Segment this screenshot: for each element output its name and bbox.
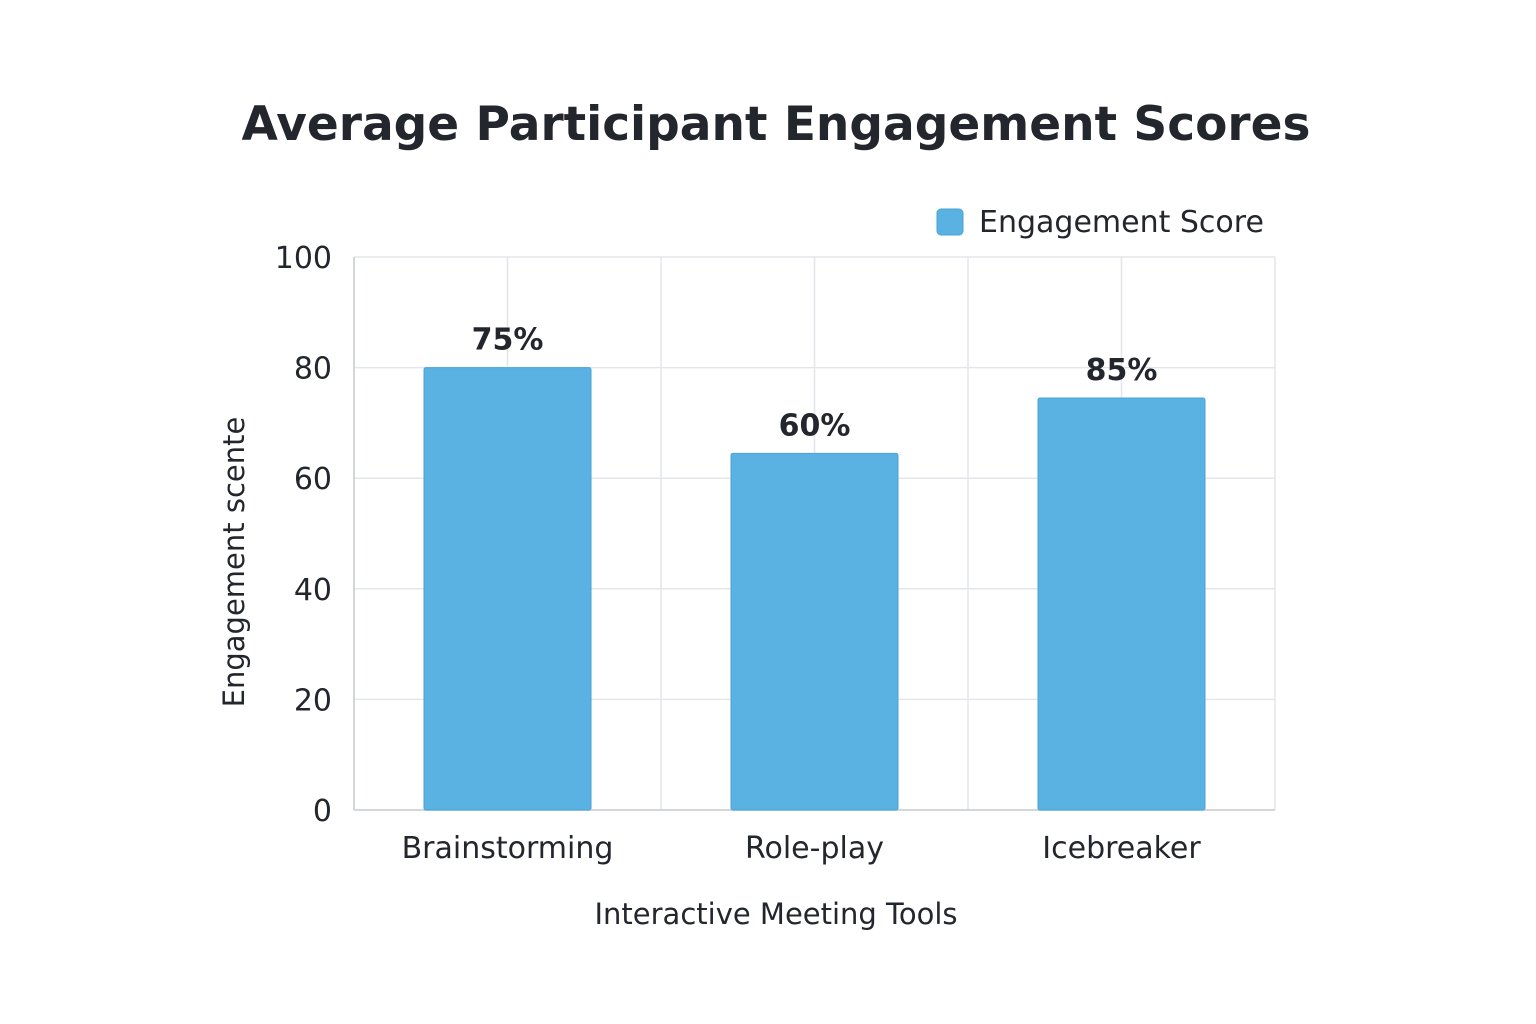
- y-tick-label: 60: [294, 462, 332, 497]
- x-tick-label: Role-play: [745, 831, 884, 866]
- data-labels: 75% 60% 85%: [472, 323, 1158, 444]
- x-tick-label: Brainstorming: [402, 831, 614, 866]
- bar-role-play: [730, 452, 899, 811]
- legend: Engagement Score: [936, 205, 1264, 240]
- bar-brainstorming: [423, 367, 592, 811]
- x-tick-labels: Brainstorming Role-play Icebreaker: [402, 831, 1202, 866]
- y-tick-label: 100: [275, 241, 332, 276]
- x-tick-label: Icebreaker: [1042, 831, 1201, 866]
- chart-title: Average Participant Engagement Scores: [242, 97, 1311, 152]
- data-label: 75%: [472, 323, 544, 358]
- data-label: 85%: [1086, 353, 1158, 388]
- data-label: 60%: [779, 408, 851, 443]
- bar-icebreaker: [1037, 397, 1206, 811]
- legend-label: Engagement Score: [979, 205, 1264, 240]
- bars: [423, 367, 1206, 811]
- y-axis-label: Engagement scente: [217, 417, 251, 708]
- y-tick-labels: 0 20 40 60 80 100: [275, 241, 332, 829]
- y-tick-label: 20: [294, 683, 332, 718]
- y-tick-label: 40: [294, 573, 332, 608]
- x-axis-label: Interactive Meeting Tools: [594, 897, 957, 931]
- legend-swatch: [936, 208, 964, 236]
- y-tick-label: 80: [294, 352, 332, 387]
- y-tick-label: 0: [313, 794, 332, 829]
